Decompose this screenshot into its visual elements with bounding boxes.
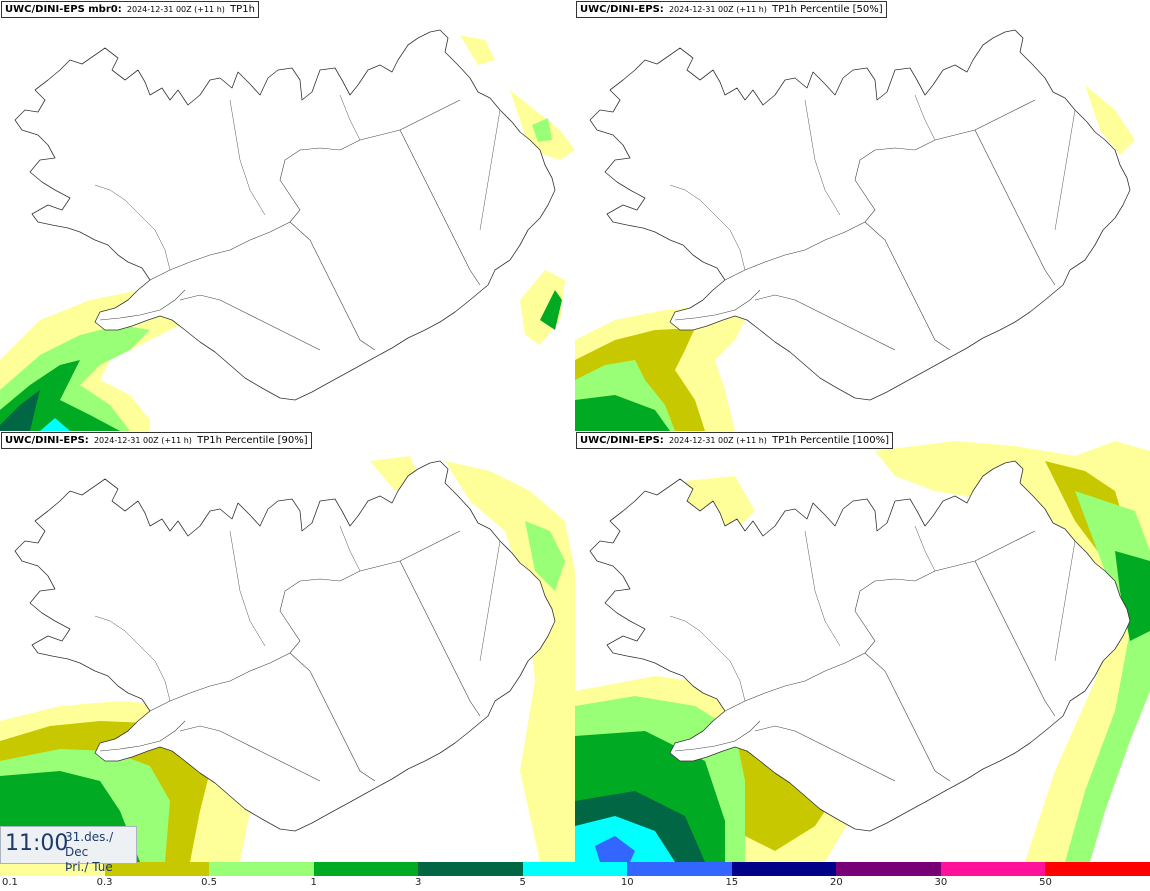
panel-model: UWC/DINI-EPS: — [5, 435, 89, 446]
legend-tick-label: 15 — [725, 877, 739, 888]
precip-map-mbr0 — [0, 29, 575, 431]
valid-time-date: 31.des./ Dec — [65, 830, 114, 859]
panel-title-p100: UWC/DINI-EPS: 2024-12-31 00Z (+11 h) TP1… — [576, 432, 894, 449]
valid-time-date-block: 31.des./ Dec Þri./ Tue — [65, 830, 136, 875]
legend-swatch — [104, 862, 210, 876]
panel-variable: TP1h Percentile [50%] — [772, 4, 883, 15]
legend-swatch — [627, 862, 732, 876]
valid-time-box: 11:00 31.des./ Dec Þri./ Tue — [0, 826, 137, 874]
map-panel-mbr0: UWC/DINI-EPS mbr0: 2024-12-31 00Z (+11 h… — [0, 0, 575, 431]
legend-tick-label: 20 — [829, 877, 843, 888]
panel-model: UWC/DINI-EPS: — [580, 4, 664, 15]
panel-title-p90: UWC/DINI-EPS: 2024-12-31 00Z (+11 h) TP1… — [1, 432, 312, 449]
panel-run: 2024-12-31 00Z (+11 h) — [668, 5, 767, 14]
legend-tick-label: 0.3 — [96, 877, 113, 888]
legend-swatch — [209, 862, 314, 876]
legend-swatch — [313, 862, 419, 876]
legend-tick-label: 50 — [1039, 877, 1052, 888]
panel-run: 2024-12-31 00Z (+11 h) — [126, 5, 225, 14]
legend-tick-label: 0.1 — [2, 877, 18, 888]
legend-tick-label: 10 — [620, 877, 634, 888]
legend-swatch — [1045, 862, 1150, 876]
legend-tick-label: 5 — [519, 877, 526, 888]
map-panel-p50: UWC/DINI-EPS: 2024-12-31 00Z (+11 h) TP1… — [575, 0, 1150, 431]
legend-tick-label: 3 — [414, 877, 422, 888]
legend-color-bar — [0, 862, 1150, 876]
precip-legend: 0.1 0.3 0.5 1 3 5 10 15 20 30 50 — [0, 862, 1150, 891]
precip-map-p100 — [575, 441, 1150, 862]
map-panel-p90: UWC/DINI-EPS: 2024-12-31 00Z (+11 h) TP1… — [0, 431, 575, 862]
legend-tick-label: 30 — [934, 877, 948, 888]
panel-variable: TP1h Percentile [100%] — [772, 435, 890, 446]
legend-tick-label: 1 — [310, 877, 317, 888]
legend-swatch — [731, 862, 837, 876]
legend-swatch — [522, 862, 628, 876]
panel-run: 2024-12-31 00Z (+11 h) — [668, 436, 767, 445]
panel-title-mbr0: UWC/DINI-EPS mbr0: 2024-12-31 00Z (+11 h… — [1, 1, 259, 18]
legend-swatch — [0, 862, 105, 876]
precip-map-p90 — [0, 456, 575, 862]
legend-swatch — [940, 862, 1046, 876]
legend-tick-label: 0.5 — [201, 877, 218, 888]
panel-variable: TP1h — [230, 4, 255, 15]
panel-model: UWC/DINI-EPS: — [580, 435, 664, 446]
legend-swatch — [418, 862, 523, 876]
map-panel-p100: UWC/DINI-EPS: 2024-12-31 00Z (+11 h) TP1… — [575, 431, 1150, 862]
panel-title-p50: UWC/DINI-EPS: 2024-12-31 00Z (+11 h) TP1… — [576, 1, 887, 18]
panel-model: UWC/DINI-EPS mbr0: — [5, 4, 122, 15]
panel-variable: TP1h Percentile [90%] — [197, 435, 308, 446]
valid-time-clock: 11:00 — [5, 831, 69, 856]
valid-time-weekday: Þri./ Tue — [65, 860, 113, 874]
legend-swatch — [836, 862, 941, 876]
panel-run: 2024-12-31 00Z (+11 h) — [93, 436, 192, 445]
precip-map-p50 — [575, 29, 1135, 431]
